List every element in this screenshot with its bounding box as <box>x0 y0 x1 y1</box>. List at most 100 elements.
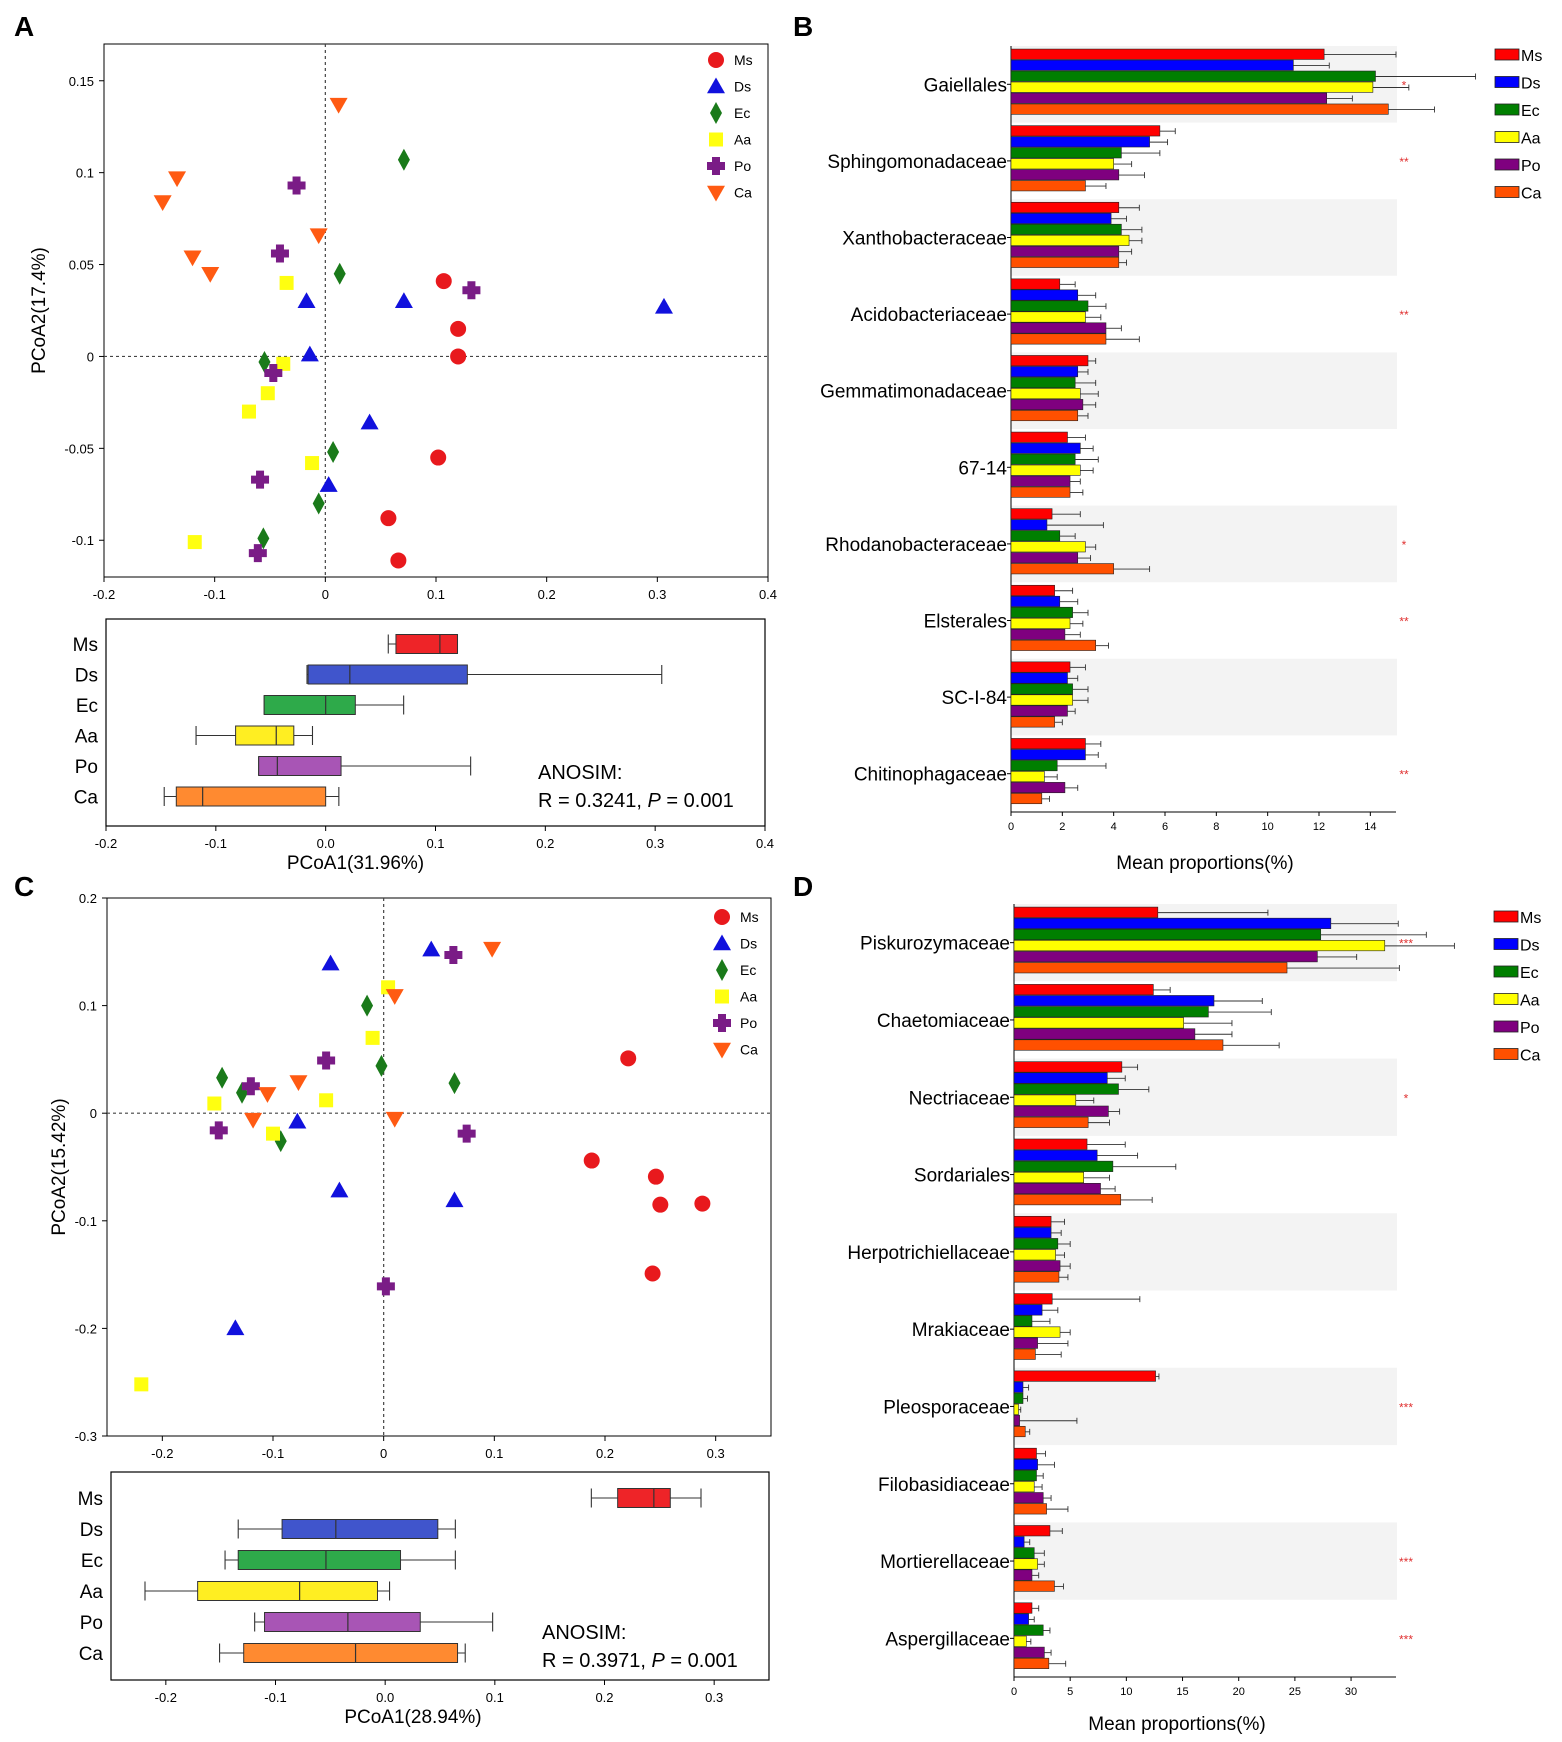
plot-frame <box>106 897 772 1437</box>
x-tick-label: 2 <box>1059 821 1065 833</box>
bar-ds <box>1010 212 1112 224</box>
y-tick-label: -0.3 <box>75 1429 97 1444</box>
category-label: Chitinophagaceae <box>854 765 1007 786</box>
bar-aa <box>1010 617 1071 629</box>
category-label: Nectriaceae <box>909 1088 1010 1109</box>
x-tick-label: 10 <box>1120 1686 1132 1698</box>
x-tick-label: 12 <box>1313 821 1325 833</box>
box-group-label: Ca <box>79 1644 104 1665</box>
x-tick-label: 30 <box>1345 1686 1357 1698</box>
x-tick-label: -0.1 <box>205 836 227 851</box>
panel-a-boxplot: Ms Ds Ec Aa Po Ca -0.2 -0.1 0.0 0.1 0.2 0.3 0.4 PCoA1… <box>73 618 774 874</box>
category-label: Sordariales <box>914 1166 1010 1187</box>
x-tick-label: 0.2 <box>536 836 554 851</box>
significance-marker: ** <box>1399 768 1409 782</box>
anosim-p-value: = 0.001 <box>661 790 734 812</box>
point-ms <box>430 449 447 466</box>
category-label: Gemmatimonadaceae <box>820 382 1007 403</box>
point-ms <box>694 1195 711 1212</box>
anosim-statistics: R = 0.3971, P = 0.001 <box>542 1650 738 1672</box>
x-tick-label: 0.1 <box>485 1446 503 1461</box>
point-ca <box>244 1112 263 1129</box>
category-label: Filobasidiaceae <box>878 1475 1010 1496</box>
bar-ds <box>1010 749 1086 761</box>
x-tick-label: 5 <box>1067 1686 1073 1698</box>
legend-label-ms: Ms <box>734 52 753 68</box>
point-po <box>251 470 270 489</box>
x-axis-label: PCoA1(28.94%) <box>344 1707 481 1728</box>
bar-ca <box>1010 639 1096 651</box>
point-po <box>270 244 289 263</box>
y-tick-label: 0 <box>90 1106 97 1121</box>
bar-ds <box>1013 995 1215 1007</box>
x-tick-label: 0.0 <box>376 1690 394 1705</box>
panel-label-a: A <box>14 11 34 42</box>
anosim-r-value: R = 0.3241, <box>538 790 648 812</box>
panel-c-pcoa-scatter: -0.2 -0.1 0 0.1 0.2 0.3 -0.3 -0.2 -0.1 0 0.1 0.2 PCo… <box>49 891 772 1461</box>
point-ms <box>380 510 397 527</box>
bar-ds <box>1013 1149 1098 1161</box>
legend-marker-ec <box>710 102 722 124</box>
point-aa <box>241 404 256 419</box>
bar-ec <box>1010 223 1122 235</box>
x-tick-label: 0 <box>1011 1686 1017 1698</box>
bar-aa <box>1010 464 1081 476</box>
point-po <box>264 363 283 382</box>
x-tick-label: 10 <box>1262 821 1274 833</box>
bar-ca <box>1013 1348 1036 1360</box>
x-tick-label: -0.2 <box>151 1446 173 1461</box>
box-group-label: Po <box>75 757 98 778</box>
point-ms <box>647 1168 664 1185</box>
point-aa <box>134 1377 149 1392</box>
box-frame <box>110 1471 770 1681</box>
point-aa <box>279 275 294 290</box>
box-ec <box>237 1550 402 1570</box>
bar-ds <box>1010 289 1079 301</box>
x-tick-label: 0.4 <box>759 587 777 602</box>
panel-c-boxplot: Ms Ds Ec Aa Po Ca -0.2 -0.1 0.0 0.1 0.2 0.3 PCoA1(28… <box>78 1471 770 1728</box>
point-ds <box>445 1191 464 1208</box>
box-ca <box>243 1643 459 1663</box>
bar-po <box>1010 705 1068 717</box>
bar-ms <box>1013 1215 1052 1228</box>
category-label: Sphingomonadaceae <box>827 152 1007 173</box>
panel-label-c: C <box>14 871 34 902</box>
bar-ms <box>1010 508 1053 520</box>
legend-label-po: Po <box>1521 158 1541 175</box>
legend-swatch-ec <box>1493 965 1519 978</box>
bar-ca <box>1010 486 1071 498</box>
legend-marker-ms <box>708 52 724 68</box>
legend-marker-po <box>713 1014 731 1032</box>
bar-ec <box>1013 1547 1035 1559</box>
point-ca <box>289 1075 308 1091</box>
bar-ca <box>1013 1425 1026 1438</box>
legend-label-ds: Ds <box>1520 938 1540 955</box>
significance-marker: * <box>1402 78 1407 92</box>
legend-label-ca: Ca <box>734 185 752 201</box>
bar-ds <box>1013 1227 1052 1239</box>
bar-ds <box>1010 519 1048 531</box>
point-po <box>209 1121 228 1140</box>
point-po <box>241 1077 260 1096</box>
legend-swatch-ca <box>1493 1048 1519 1060</box>
point-ms <box>435 273 452 290</box>
legend-swatch-po <box>1493 1020 1519 1033</box>
point-ms <box>450 320 467 337</box>
bar-aa <box>1013 1326 1061 1338</box>
x-axis-label: Mean proportions(%) <box>1116 853 1293 874</box>
panel-labels: A B C D <box>14 11 813 902</box>
bar-aa <box>1010 311 1086 323</box>
category-label: Herpotrichiellaceae <box>847 1243 1010 1264</box>
bar-ec <box>1010 453 1076 465</box>
bar-ms <box>1010 355 1089 367</box>
box-po <box>264 1612 421 1632</box>
point-ms <box>644 1265 661 1282</box>
legend-swatch-ec <box>1494 103 1520 116</box>
bar-ms <box>1013 1293 1053 1305</box>
bar-ds <box>1013 1381 1024 1393</box>
legend-label-aa: Aa <box>1520 993 1540 1010</box>
bar-ds <box>1013 1458 1038 1471</box>
bar-ca <box>1010 103 1389 115</box>
point-ds <box>394 292 413 309</box>
point-ms <box>450 348 467 365</box>
